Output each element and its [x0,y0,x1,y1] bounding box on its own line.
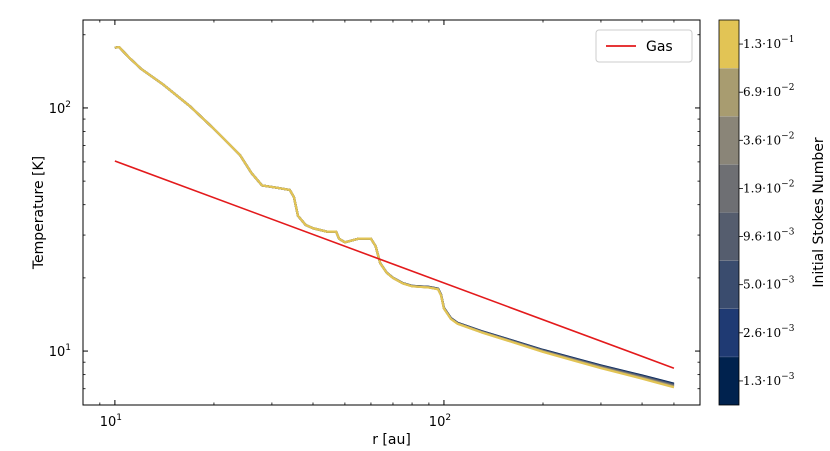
gas-series-line [114,160,675,369]
x-axis-label: r [au] [372,432,411,448]
colorbar-tick-label: 9.6·10−3 [743,228,795,244]
plot-area [114,45,675,389]
dust-series-line [114,45,675,386]
colorbar-segment [719,356,739,405]
colorbar-segment [719,260,739,309]
colorbar-tick-label: 1.3·10−3 [743,372,795,388]
colorbar-tick-exp: −3 [781,372,795,382]
dust-series-line [114,45,675,387]
y-tick-exp: 2 [65,100,71,110]
colorbar-tick-label: 2.6·10−3 [743,324,795,340]
colorbar-tick-exp: −2 [781,83,794,93]
colorbar-tick-exp: −3 [781,324,795,334]
axes: 101 102 101 102 r [au] Temperature [K] [31,19,701,448]
y-axis-label: Temperature [K] [31,156,47,270]
legend-label-gas: Gas [646,39,673,55]
colorbar-tick-label: 5.0·10−3 [743,276,795,292]
dust-series-line [114,45,675,385]
colorbar-segment [719,116,739,165]
colorbar-label: Initial Stokes Number [811,137,827,288]
legend-box [595,29,693,63]
colorbar-tick-label: 6.9·10−2 [743,83,794,99]
colorbar-tick-exp: −2 [781,131,794,141]
x-tick-exp: 1 [116,413,122,423]
legend: Gas [595,29,693,63]
colorbar: 1.3·10−3 2.6·10−3 5.0·10−3 9.6·10−3 1.9·10−2… [718,19,827,406]
dust-series-line [114,45,675,387]
dust-series-line [114,45,675,389]
x-tick-label: 102 [429,413,451,430]
dust-series-line [114,45,675,386]
colorbar-tick-label: 1.3·10−1 [743,35,794,51]
y-tick-label: 101 [49,343,71,360]
colorbar-segment [719,164,739,213]
x-tick-exp: 2 [445,413,451,423]
dust-series-line [114,45,675,388]
colorbar-tick-exp: −2 [781,179,794,189]
colorbar-tick-exp: −3 [781,276,795,286]
plot-frame [82,19,701,406]
colorbar-frame [718,19,740,406]
colorbar-tick-exp: −3 [781,228,795,238]
colorbar-segment [719,308,739,357]
colorbar-segment [719,20,739,69]
colorbar-segment [719,212,739,261]
colorbar-tick-label: 1.9·10−2 [743,179,794,195]
colorbar-segment [719,68,739,117]
y-tick-label: 102 [49,100,71,117]
colorbar-tick-exp: −1 [781,35,794,45]
colorbar-tick-label: 3.6·10−2 [743,131,794,147]
y-tick-exp: 1 [65,343,71,353]
x-tick-label: 101 [100,413,122,430]
dust-series-line [114,45,675,388]
